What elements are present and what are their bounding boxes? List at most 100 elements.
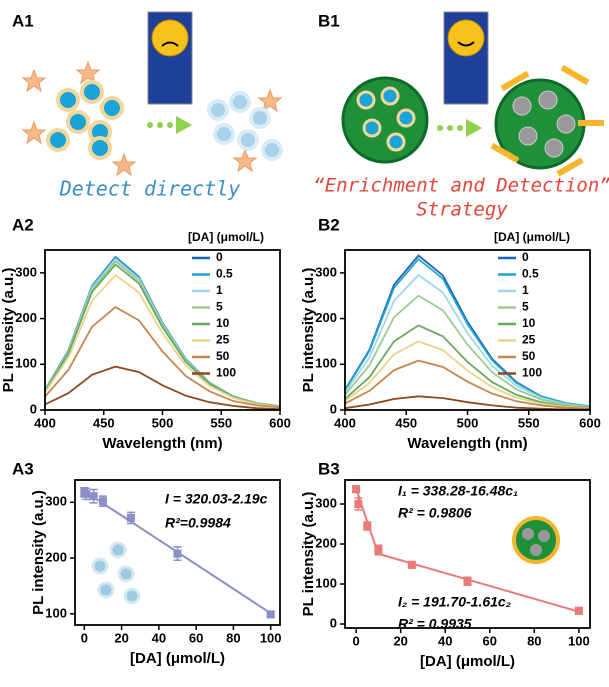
- y-tick-label: 200: [15, 310, 37, 325]
- illustration-b1: B1 “Enrichment and Detection” Strategy: [313, 11, 609, 220]
- arrow: [147, 116, 192, 134]
- panel-label: B1: [318, 11, 340, 30]
- legend-label: 25: [216, 333, 230, 347]
- data-point: [374, 546, 382, 554]
- panel-label: A1: [12, 11, 34, 30]
- annotation: R² = 0.9806: [398, 505, 472, 521]
- x-tick-label: 550: [210, 415, 232, 430]
- x-tick-label: 0: [353, 633, 360, 648]
- data-point: [90, 492, 98, 500]
- y-tick-label: 300: [315, 495, 337, 510]
- legend-label: 0.5: [216, 267, 233, 281]
- y-tick-label: 200: [315, 310, 337, 325]
- caption: Strategy: [416, 199, 508, 221]
- legend-label: 1: [522, 283, 529, 297]
- x-axis-title: Wavelength (nm): [102, 435, 222, 452]
- legend-label: 25: [522, 333, 536, 347]
- data-point: [575, 607, 583, 615]
- data-point: [127, 514, 135, 522]
- annotation: I₂ = 191.70-1.61c₂: [398, 594, 511, 610]
- data-point: [352, 485, 360, 493]
- data-point: [174, 550, 182, 558]
- spectrum-line: [345, 325, 590, 407]
- panel-label: B2: [318, 215, 340, 234]
- illustration-a1: A1 Detect directly: [12, 11, 281, 200]
- y-tick-label: 0: [30, 401, 37, 416]
- y-axis-title: PL intensity (a.u.): [300, 268, 317, 393]
- legend-label: 0.5: [522, 267, 539, 281]
- y-tick-label: 100: [315, 575, 337, 590]
- legend-label: 1: [216, 283, 223, 297]
- x-tick-label: 20: [114, 630, 128, 645]
- x-tick-label: 20: [393, 633, 407, 648]
- x-tick-label: 450: [93, 415, 115, 430]
- y-tick-label: 100: [15, 356, 37, 371]
- spectrum-line: [45, 275, 280, 407]
- spectrum-line: [345, 296, 590, 408]
- data-point: [464, 577, 472, 585]
- x-tick-label: 100: [260, 630, 282, 645]
- x-tick-label: 40: [438, 633, 452, 648]
- x-axis-title: [DA] (μmol/L): [130, 650, 225, 667]
- y-axis-title: PL intensity (a.u.): [30, 490, 47, 615]
- panel-label: B3: [318, 459, 340, 478]
- legend-title: [DA] (μmol/L): [188, 230, 264, 244]
- y-tick-label: 300: [315, 264, 337, 279]
- y-tick-label: 0: [330, 401, 337, 416]
- data-point: [363, 522, 371, 530]
- x-tick-label: 80: [527, 633, 541, 648]
- data-point: [82, 490, 90, 498]
- legend-label: 50: [522, 349, 536, 363]
- legend-label: 5: [522, 300, 529, 314]
- legend-label: 0: [522, 250, 529, 264]
- y-tick-label: 200: [45, 550, 67, 565]
- a3-inset: [93, 543, 139, 603]
- caption: “Enrichment and Detection”: [313, 175, 609, 197]
- y-tick-label: 300: [45, 494, 67, 509]
- data-point: [99, 497, 107, 505]
- x-tick-label: 550: [518, 415, 540, 430]
- x-tick-label: 0: [81, 630, 88, 645]
- data-point: [354, 500, 362, 508]
- panel-label: A2: [12, 215, 34, 234]
- x-tick-label: 600: [269, 415, 291, 430]
- legend-label: 0: [216, 250, 223, 264]
- annotation: R² = 0.9935: [398, 616, 472, 632]
- panel-label: A3: [12, 459, 34, 478]
- x-tick-label: 100: [568, 633, 590, 648]
- caption: Detect directly: [59, 177, 241, 201]
- x-tick-label: 500: [457, 415, 479, 430]
- legend-label: 10: [216, 316, 230, 330]
- figure: A1 Detect directly B1 “Enrichment and De…: [0, 0, 609, 687]
- legend-label: 5: [216, 300, 223, 314]
- x-tick-label: 60: [483, 633, 497, 648]
- y-tick-label: 100: [315, 356, 337, 371]
- y-axis-title: PL intensity (a.u.): [300, 492, 317, 617]
- b3-inset: [514, 518, 558, 562]
- data-point: [267, 610, 275, 618]
- x-axis-title: [DA] (μmol/L): [420, 653, 515, 670]
- data-point: [408, 561, 416, 569]
- happy-face: [448, 20, 484, 56]
- legend-label: 100: [216, 366, 236, 380]
- x-tick-label: 400: [334, 415, 356, 430]
- x-tick-label: 40: [152, 630, 166, 645]
- annotation: I₁ = 338.28-16.48c₁: [398, 483, 518, 499]
- legend-label: 10: [522, 316, 536, 330]
- x-tick-label: 400: [34, 415, 56, 430]
- x-tick-label: 60: [189, 630, 203, 645]
- spectrum-line: [345, 341, 590, 408]
- y-tick-label: 200: [315, 535, 337, 550]
- legend-label: 50: [216, 349, 230, 363]
- x-tick-label: 80: [226, 630, 240, 645]
- x-tick-label: 500: [152, 415, 174, 430]
- y-tick-label: 300: [15, 264, 37, 279]
- x-axis-title: Wavelength (nm): [407, 435, 527, 452]
- arrow: [437, 119, 482, 137]
- x-tick-label: 450: [395, 415, 417, 430]
- legend-title: [DA] (μmol/L): [494, 230, 570, 244]
- x-tick-label: 600: [579, 415, 601, 430]
- y-axis-title: PL intensity (a.u.): [0, 268, 17, 393]
- annotation: R²=0.9984: [165, 515, 231, 531]
- y-tick-label: 0: [330, 615, 337, 630]
